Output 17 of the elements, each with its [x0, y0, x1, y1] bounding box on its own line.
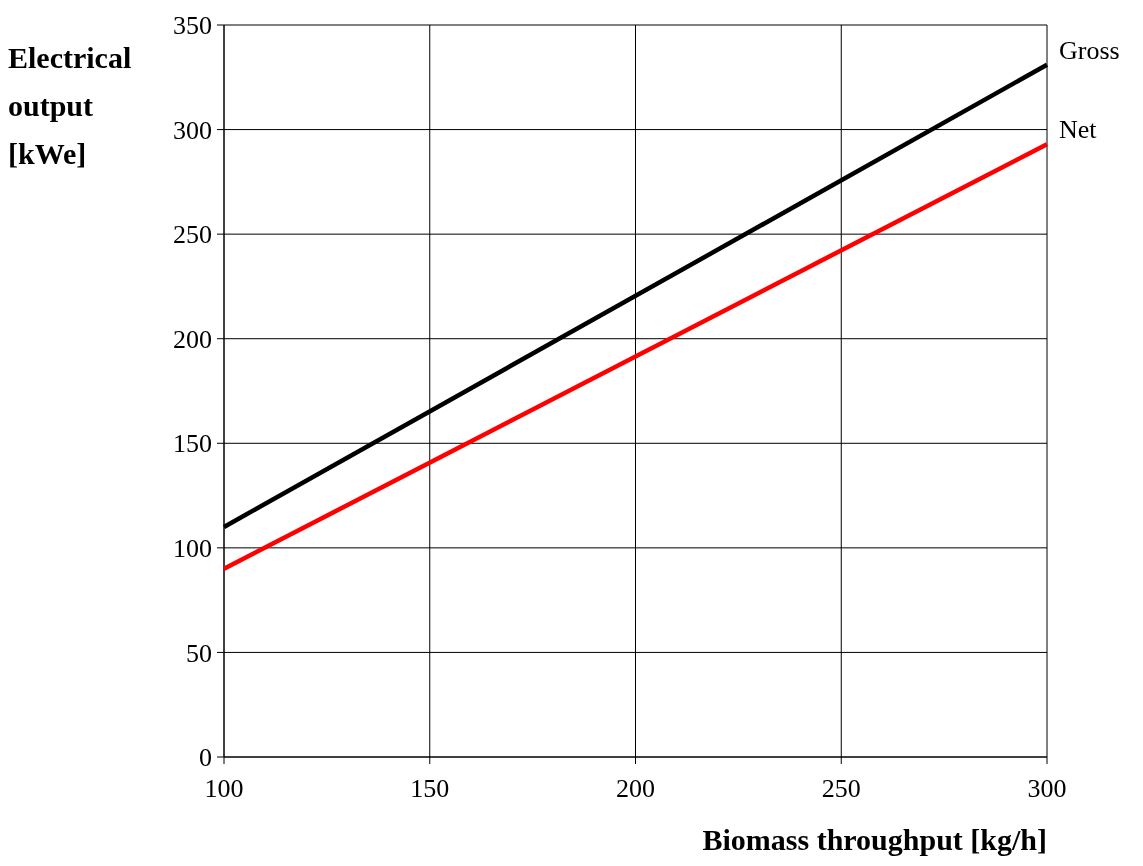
x-tick-label: 300 — [1027, 774, 1067, 803]
series-label: Net — [1059, 115, 1098, 145]
y-tick-label: 100 — [173, 533, 212, 563]
y-tick-label: 150 — [173, 429, 212, 459]
x-tick-label: 250 — [821, 774, 861, 803]
x-axis-title: Biomass throughput [kg/h] — [702, 823, 1047, 856]
y-tick-label: 0 — [199, 743, 212, 773]
y-tick-label: 200 — [173, 324, 212, 354]
y-tick-label: 300 — [173, 115, 212, 145]
x-tick-label: 200 — [616, 774, 655, 803]
series-label: Gross — [1059, 35, 1120, 65]
y-tick-label: 50 — [186, 638, 212, 668]
y-axis-title: Electrical output [kWe] — [8, 41, 132, 170]
x-tick-label: 150 — [410, 774, 450, 803]
y-tick-label: 350 — [173, 11, 212, 41]
x-tick-label: 100 — [204, 774, 244, 803]
y-tick-label: 250 — [173, 220, 212, 250]
